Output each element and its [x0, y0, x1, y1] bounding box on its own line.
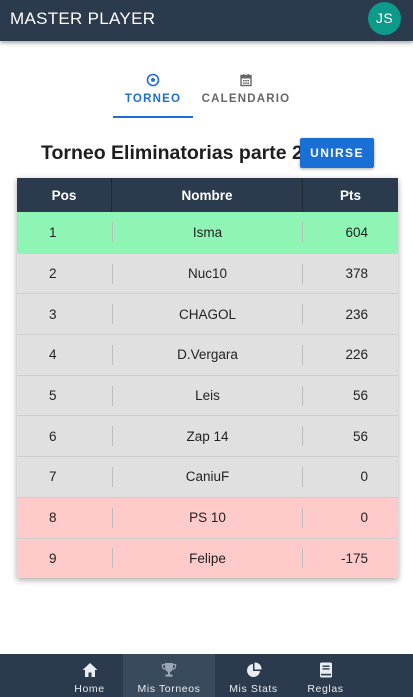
row-player-name: Felipe: [112, 548, 303, 569]
table-row: 5 Leis 56: [17, 374, 398, 416]
calendar-icon: [240, 74, 252, 87]
pie-chart-icon: [246, 662, 262, 677]
tab-torneo-label: TORNEO: [124, 93, 182, 105]
trophy-icon: [161, 663, 177, 677]
row-player-name: D.Vergara: [112, 344, 303, 365]
row-player-name: CHAGOL: [112, 304, 303, 325]
row-points: 378: [345, 266, 368, 282]
row-player-name: PS 10: [112, 507, 303, 528]
row-pos: 4: [49, 347, 57, 363]
column-header-pos: Pos: [17, 178, 112, 212]
row-points: -175: [340, 550, 368, 566]
row-pos: 1: [49, 224, 57, 240]
table-row: 9 Felipe -175: [17, 537, 398, 579]
app-header: MASTER PLAYER JS: [0, 0, 413, 41]
bottom-navigation: Home Mis Torneos Mis Stats Reglas: [0, 654, 413, 697]
nav-home[interactable]: Home: [56, 654, 123, 697]
row-player-name: CaniuF: [112, 466, 303, 487]
tab-torneo[interactable]: TORNEO: [113, 68, 193, 118]
table-row: 7 CaniuF 0: [17, 456, 398, 497]
join-button[interactable]: UNIRSE: [300, 138, 374, 168]
row-player-name: Nuc10: [112, 263, 303, 284]
book-icon: [319, 662, 332, 678]
column-header-pts: Pts: [339, 187, 361, 203]
table-row: 4 D.Vergara 226: [17, 334, 398, 375]
tab-calendario-label: CALENDARIO: [201, 93, 291, 105]
row-pos: 2: [49, 266, 57, 282]
table-header: Pos Nombre Pts: [17, 178, 398, 212]
row-pos: 9: [49, 550, 57, 566]
row-player-name: Zap 14: [112, 426, 303, 447]
row-pos: 5: [49, 388, 57, 404]
row-player-name: Leis: [112, 385, 303, 406]
nav-reglas[interactable]: Reglas: [292, 654, 359, 697]
tournament-heading: Torneo Eliminatorias parte 2 UNIRSE: [0, 138, 413, 168]
nav-reglas-label: Reglas: [307, 683, 344, 695]
app-title: MASTER PLAYER: [10, 9, 156, 28]
tournament-tabs: TORNEO CALENDARIO: [0, 68, 413, 118]
home-icon: [82, 663, 97, 677]
tournament-title: Torneo Eliminatorias parte 2: [41, 142, 303, 164]
table-row: 2 Nuc10 378: [17, 252, 398, 294]
row-pos: 8: [49, 510, 57, 526]
nav-mis-stats[interactable]: Mis Stats: [215, 654, 292, 697]
user-avatar[interactable]: JS: [368, 2, 401, 35]
table-row: 6 Zap 14 56: [17, 415, 398, 457]
row-player-name: Isma: [112, 222, 303, 243]
nav-mis-torneos-label: Mis Torneos: [137, 683, 201, 695]
row-points: 226: [345, 347, 368, 363]
row-points: 0: [360, 510, 368, 526]
table-row: 8 PS 10 0: [17, 496, 398, 538]
row-points: 236: [345, 306, 368, 322]
row-pos: 6: [49, 428, 57, 444]
nav-home-label: Home: [74, 683, 105, 695]
row-points: 604: [345, 224, 368, 240]
row-pos: 7: [49, 469, 57, 485]
table-row: 1 Isma 604: [17, 212, 398, 253]
row-points: 0: [360, 469, 368, 485]
column-header-nombre: Nombre: [112, 178, 303, 212]
nav-mis-torneos[interactable]: Mis Torneos: [123, 654, 215, 697]
nav-mis-stats-label: Mis Stats: [229, 683, 278, 695]
row-pos: 3: [49, 306, 57, 322]
row-points: 56: [352, 428, 368, 444]
table-row: 3 CHAGOL 236: [17, 293, 398, 335]
tab-calendario[interactable]: CALENDARIO: [200, 68, 292, 118]
soccer-ball-icon: [146, 73, 160, 87]
row-points: 56: [352, 388, 368, 404]
standings-table: Pos Nombre Pts 1 Isma 604 2 Nuc10 378 3 …: [17, 178, 398, 579]
